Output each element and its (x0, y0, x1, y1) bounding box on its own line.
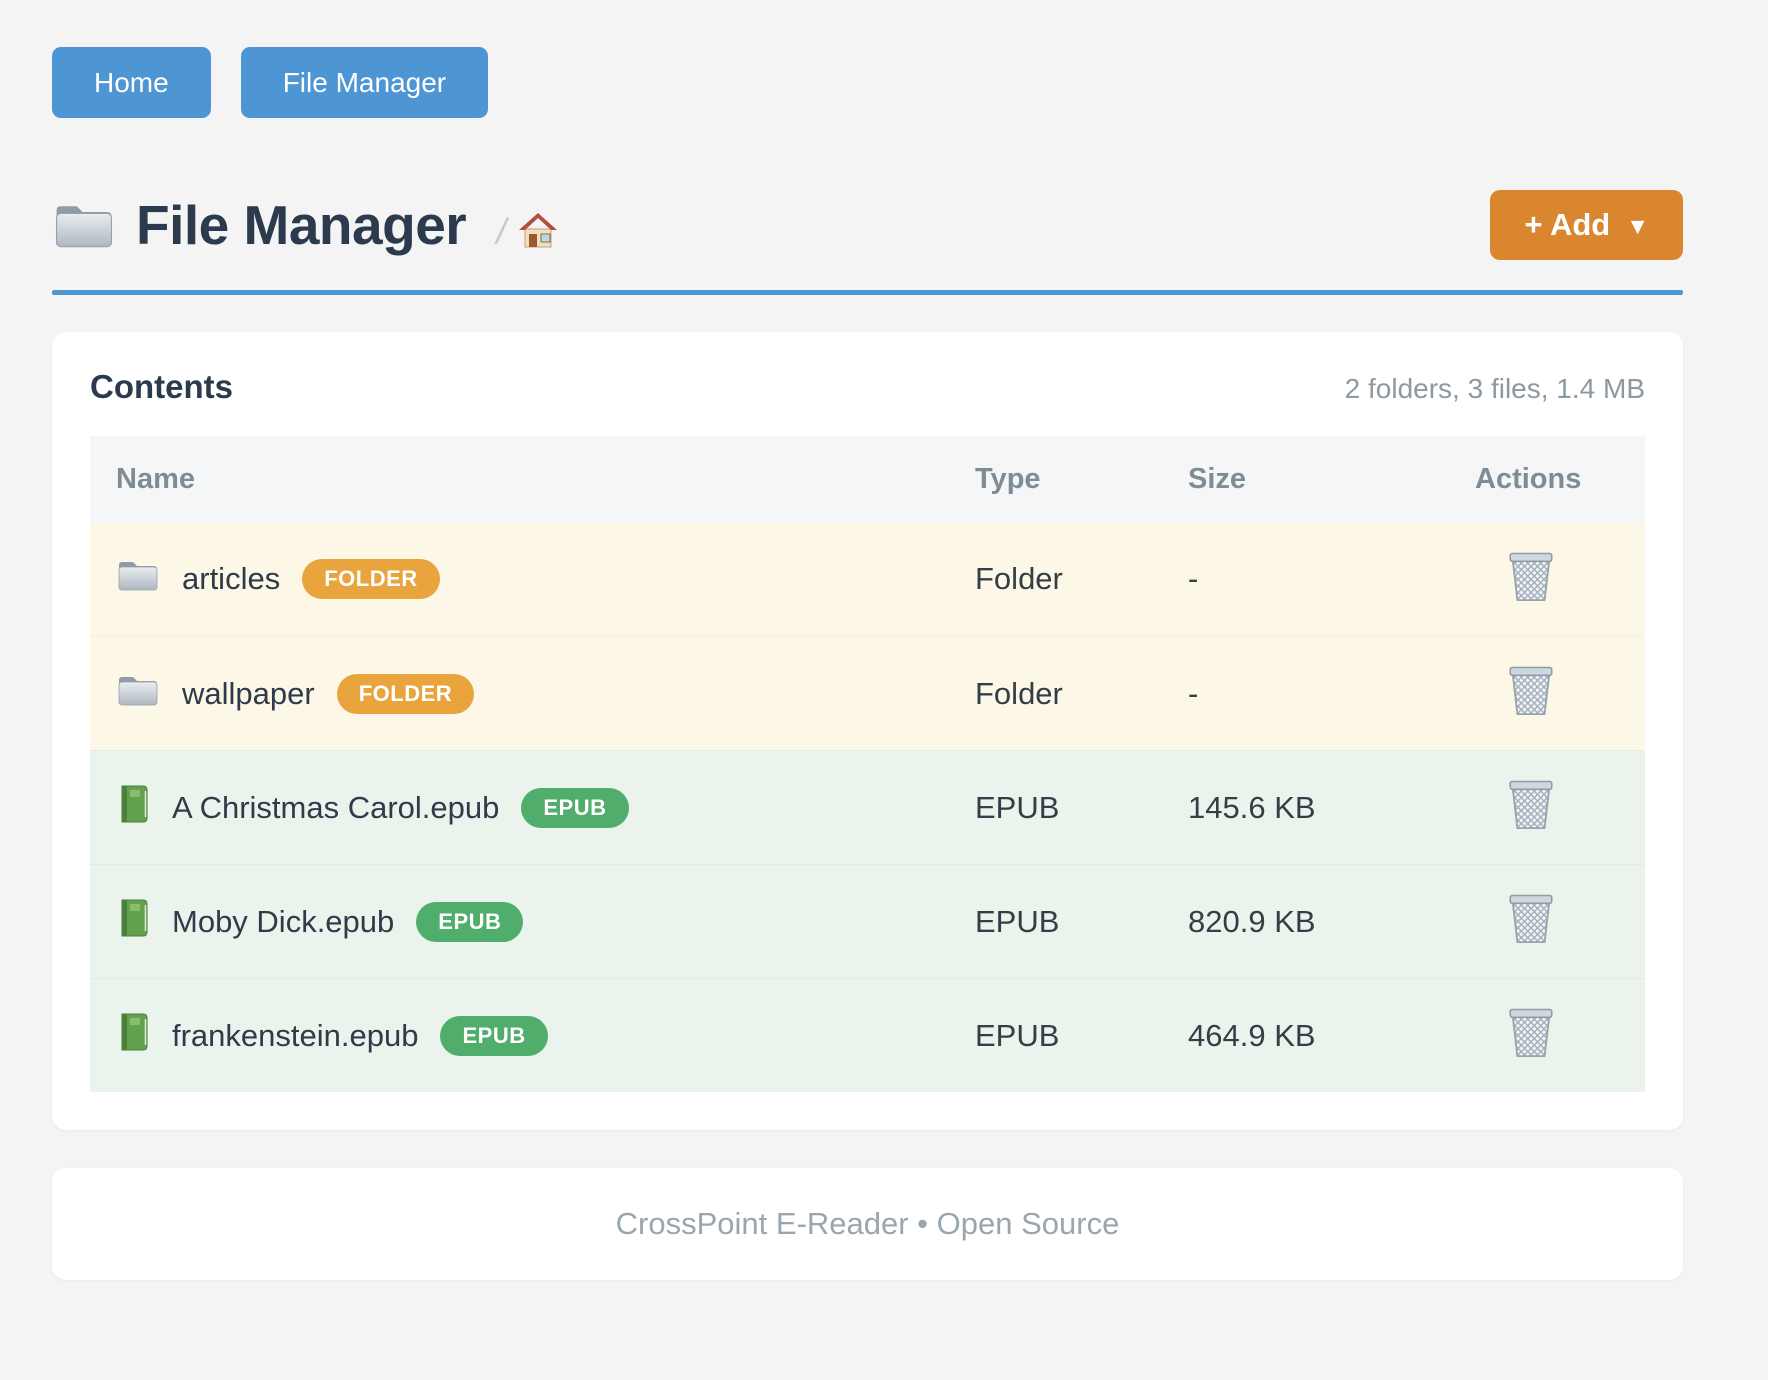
book-icon (116, 897, 150, 947)
delete-button[interactable] (1505, 889, 1557, 949)
title-divider (52, 290, 1683, 295)
page-header: File Manager / + Add ▼ (52, 190, 1683, 260)
file-name: frankenstein.epub (172, 1017, 419, 1053)
contents-heading: Contents (90, 368, 233, 405)
name-cell[interactable]: articles FOLDER (90, 557, 975, 601)
folder-icon (116, 672, 160, 716)
add-button[interactable]: + Add ▼ (1490, 190, 1683, 260)
column-header-actions: Actions (1475, 462, 1582, 495)
type-cell: Folder (975, 561, 1063, 596)
delete-button[interactable] (1505, 547, 1557, 607)
card-header: Contents 2 folders, 3 files, 1.4 MB (90, 368, 1645, 406)
top-nav: Home File Manager (52, 47, 1683, 118)
type-cell: EPUB (975, 903, 1060, 939)
breadcrumb: / (496, 211, 558, 254)
folder-icon (52, 199, 116, 251)
chevron-down-icon: ▼ (1626, 213, 1649, 239)
file-name: wallpaper (182, 675, 315, 711)
column-header-name: Name (116, 462, 195, 495)
name-cell[interactable]: Moby Dick.epub EPUB (90, 897, 975, 947)
table-row[interactable]: wallpaper FOLDER Folder - (90, 636, 1645, 750)
actions-cell (1475, 889, 1645, 954)
book-icon (116, 783, 150, 833)
size-cell: - (1188, 561, 1199, 596)
table-row[interactable]: frankenstein.epub EPUB EPUB 464.9 KB (90, 978, 1645, 1092)
type-badge: FOLDER (336, 673, 475, 714)
type-badge: EPUB (416, 901, 524, 942)
type-cell: Folder (975, 675, 1063, 711)
type-cell: EPUB (975, 789, 1060, 825)
delete-button[interactable] (1505, 1003, 1557, 1063)
type-cell: EPUB (975, 1017, 1060, 1053)
house-icon[interactable] (518, 211, 558, 254)
delete-button[interactable] (1505, 661, 1557, 721)
name-cell[interactable]: frankenstein.epub EPUB (90, 1011, 975, 1061)
file-table: Name Type Size Actions articles FOLDER F… (90, 436, 1645, 1092)
trash-icon (1505, 889, 1557, 949)
file-name: Moby Dick.epub (172, 903, 395, 939)
name-cell[interactable]: wallpaper FOLDER (90, 672, 975, 716)
footer-text: CrossPoint E-Reader • Open Source (615, 1206, 1120, 1241)
table-body: articles FOLDER Folder - (90, 522, 1645, 1092)
size-cell: 820.9 KB (1188, 903, 1316, 939)
column-header-type: Type (975, 462, 1041, 495)
type-badge: EPUB (440, 1015, 548, 1056)
contents-summary: 2 folders, 3 files, 1.4 MB (1344, 373, 1645, 404)
contents-card: Contents 2 folders, 3 files, 1.4 MB Name… (52, 332, 1683, 1130)
type-badge: EPUB (521, 787, 629, 828)
size-cell: - (1188, 675, 1199, 711)
page-title: File Manager (136, 194, 467, 256)
add-button-label: + Add (1524, 207, 1611, 242)
table-row[interactable]: articles FOLDER Folder - (90, 522, 1645, 636)
name-cell[interactable]: A Christmas Carol.epub EPUB (90, 783, 975, 833)
table-header: Name Type Size Actions (90, 436, 1645, 522)
home-button[interactable]: Home (52, 47, 211, 118)
column-header-size: Size (1188, 462, 1247, 495)
size-cell: 464.9 KB (1188, 1017, 1316, 1053)
file-name: articles (182, 561, 281, 596)
trash-icon (1505, 775, 1557, 835)
table-row[interactable]: Moby Dick.epub EPUB EPUB 820.9 KB (90, 864, 1645, 978)
book-icon (116, 1011, 150, 1061)
file-name: A Christmas Carol.epub (172, 789, 500, 825)
breadcrumb-separator: / (496, 211, 507, 252)
footer: CrossPoint E-Reader • Open Source (52, 1168, 1683, 1280)
trash-icon (1505, 547, 1557, 607)
actions-cell (1475, 547, 1645, 612)
actions-cell (1475, 661, 1645, 726)
folder-icon (116, 557, 160, 601)
type-badge: FOLDER (302, 559, 440, 599)
delete-button[interactable] (1505, 775, 1557, 835)
actions-cell (1475, 1003, 1645, 1068)
file-manager-button[interactable]: File Manager (240, 47, 489, 118)
trash-icon (1505, 661, 1557, 721)
table-row[interactable]: A Christmas Carol.epub EPUB EPUB 145.6 K… (90, 750, 1645, 864)
size-cell: 145.6 KB (1188, 789, 1316, 825)
trash-icon (1505, 1003, 1557, 1063)
actions-cell (1475, 775, 1645, 840)
